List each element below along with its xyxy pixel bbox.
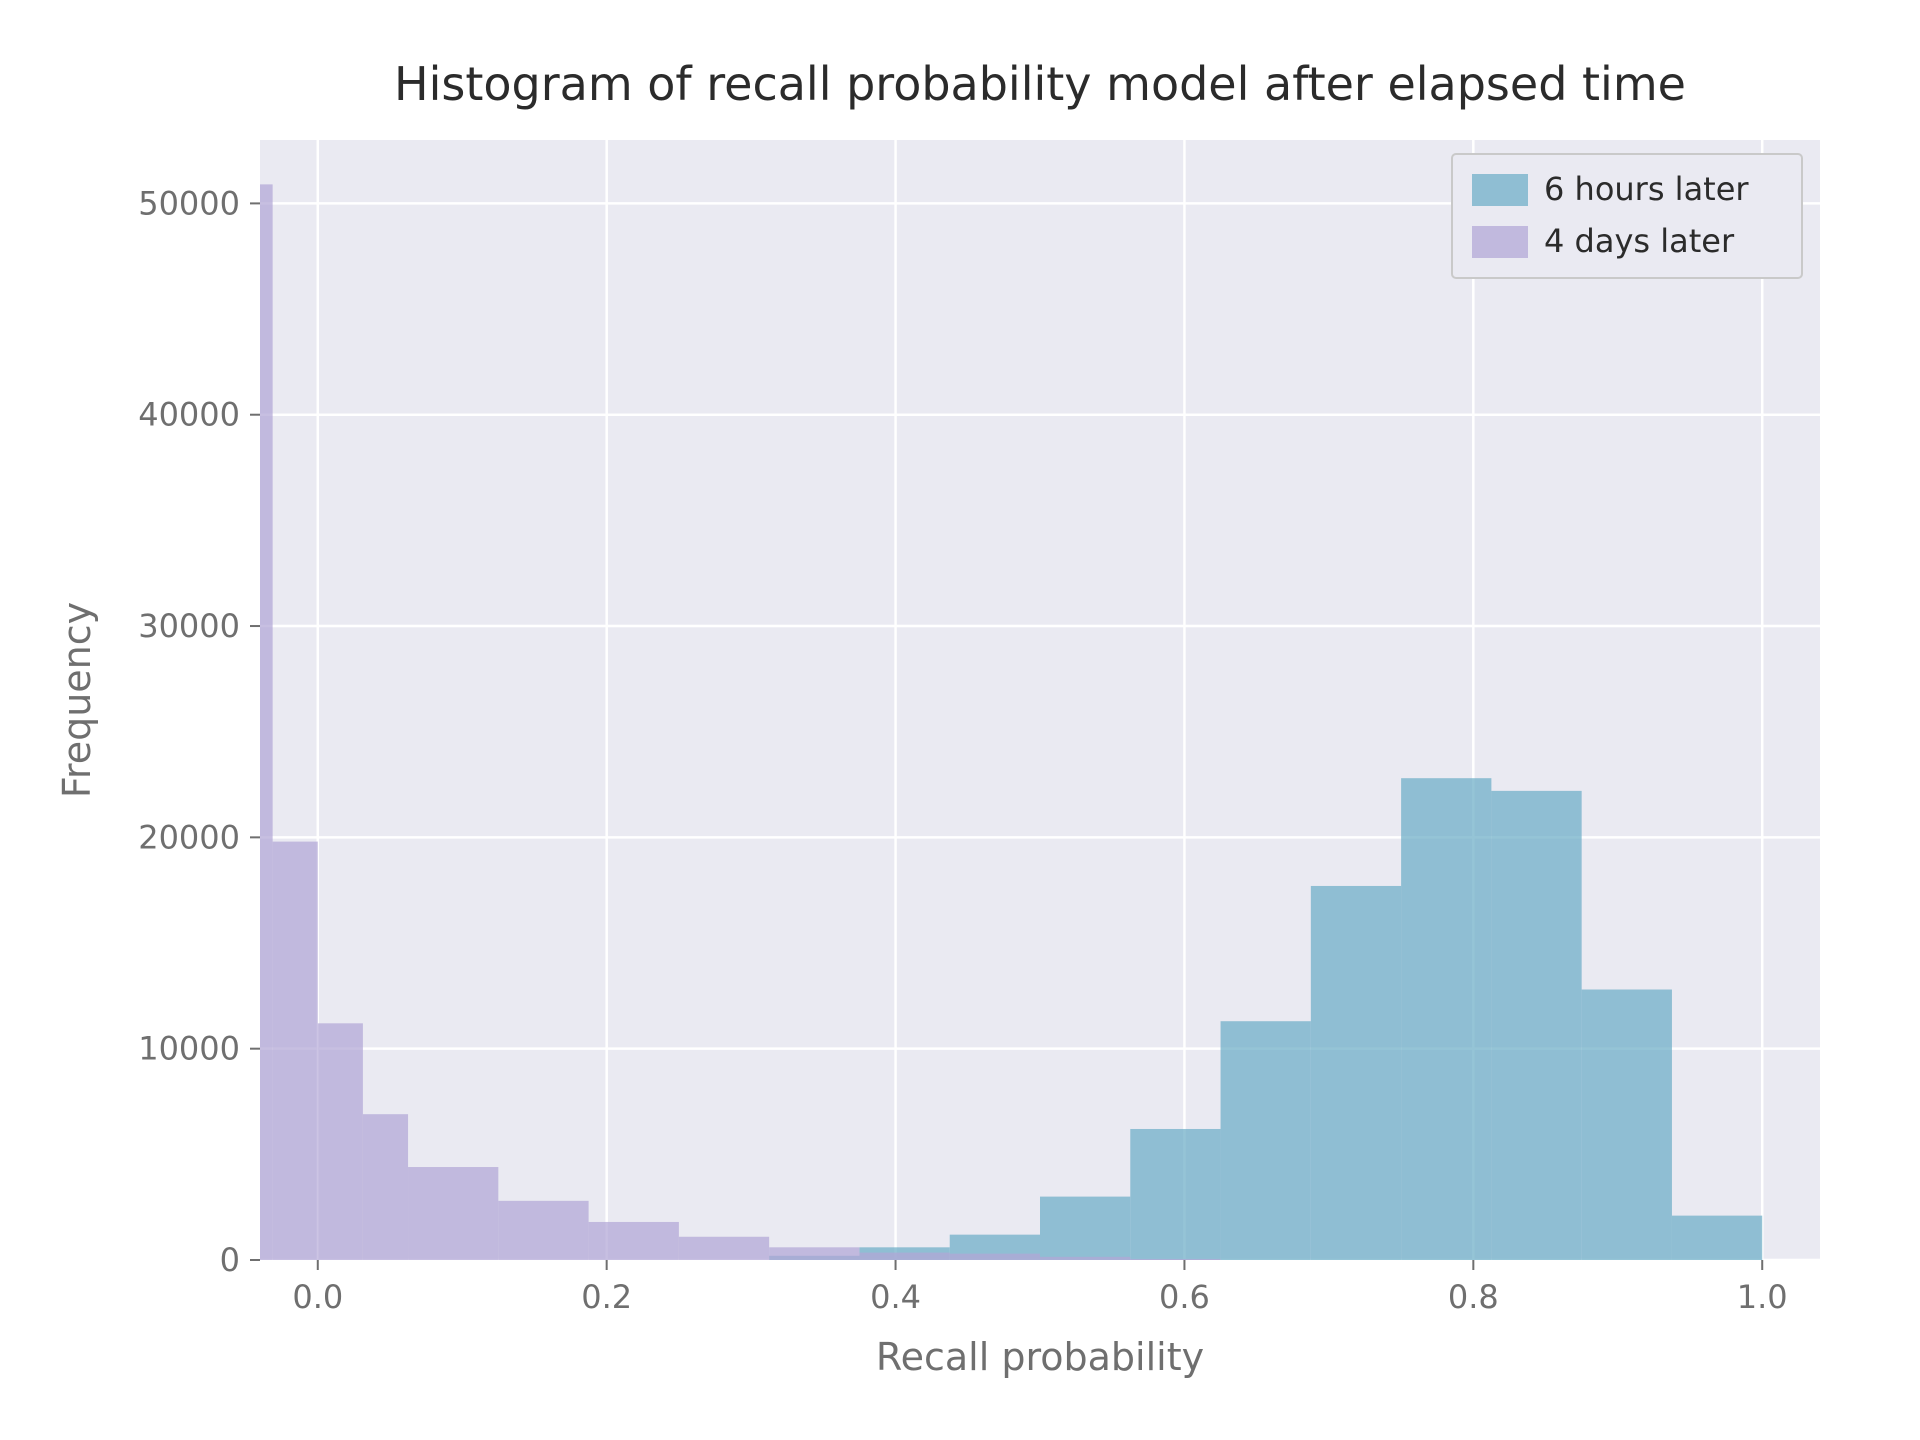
legend-swatch bbox=[1472, 226, 1528, 258]
bar bbox=[1401, 778, 1491, 1260]
figure: 0.0 0.2 0.4 0.6 0.8 1.0 0 10000 20000 30000 40000 5… bbox=[0, 0, 1920, 1440]
x-tick-label: 0.8 bbox=[1448, 1278, 1499, 1316]
bar bbox=[1130, 1259, 1220, 1260]
x-tick-label: 0.2 bbox=[581, 1278, 632, 1316]
bar bbox=[1582, 990, 1672, 1260]
legend-label: 6 hours later bbox=[1544, 170, 1749, 208]
chart-title: Histogram of recall probability model af… bbox=[394, 57, 1686, 111]
y-axis-label: Frequency bbox=[55, 602, 99, 798]
bar bbox=[1221, 1021, 1311, 1260]
y-tick-label: 10000 bbox=[138, 1030, 240, 1068]
legend-swatch bbox=[1472, 174, 1528, 206]
x-tick-label: 0.6 bbox=[1159, 1278, 1210, 1316]
legend: 6 hours later 4 days later bbox=[1452, 154, 1802, 278]
x-axis-label: Recall probability bbox=[876, 1335, 1204, 1379]
bar bbox=[859, 1253, 949, 1260]
bar bbox=[408, 1167, 498, 1260]
legend-label: 4 days later bbox=[1544, 222, 1735, 260]
bar bbox=[318, 1023, 363, 1260]
bar bbox=[1040, 1197, 1130, 1260]
bar bbox=[1491, 791, 1581, 1260]
bar bbox=[679, 1237, 769, 1260]
bar bbox=[273, 842, 318, 1260]
bar bbox=[1130, 1129, 1220, 1260]
bar bbox=[769, 1247, 859, 1260]
y-tick-label: 20000 bbox=[138, 818, 240, 856]
y-tick-label: 30000 bbox=[138, 607, 240, 645]
y-tick-label: 0 bbox=[220, 1241, 240, 1279]
bar bbox=[1311, 886, 1401, 1260]
bar bbox=[950, 1254, 1040, 1260]
bar bbox=[1040, 1257, 1130, 1260]
bar bbox=[498, 1201, 588, 1260]
chart-svg: 0.0 0.2 0.4 0.6 0.8 1.0 0 10000 20000 30000 40000 5… bbox=[0, 0, 1920, 1440]
y-tick-label: 50000 bbox=[138, 184, 240, 222]
y-tick-label: 40000 bbox=[138, 396, 240, 434]
x-tick-label: 0.4 bbox=[870, 1278, 921, 1316]
bar bbox=[589, 1222, 679, 1260]
bar bbox=[363, 1114, 408, 1260]
x-tick-label: 1.0 bbox=[1737, 1278, 1788, 1316]
bar bbox=[1672, 1216, 1762, 1260]
x-tick-label: 0.0 bbox=[292, 1278, 343, 1316]
